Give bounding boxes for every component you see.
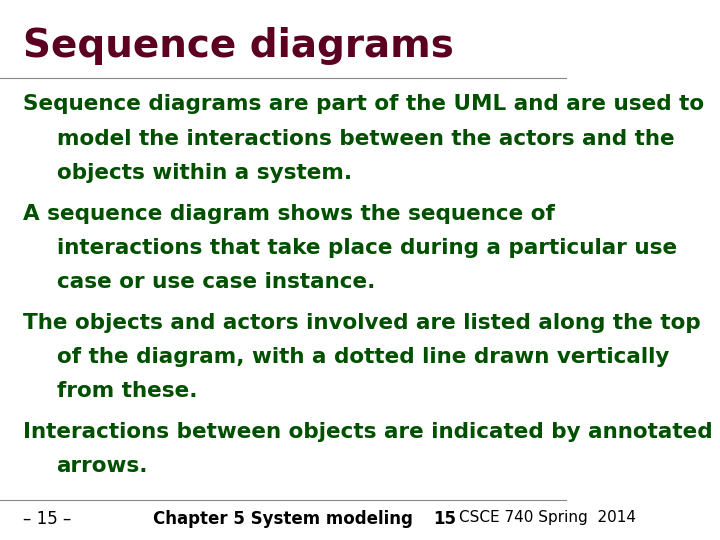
Text: Chapter 5 System modeling: Chapter 5 System modeling — [153, 510, 413, 528]
Text: case or use case instance.: case or use case instance. — [57, 272, 375, 292]
Text: The objects and actors involved are listed along the top: The objects and actors involved are list… — [22, 313, 701, 333]
Text: of the diagram, with a dotted line drawn vertically: of the diagram, with a dotted line drawn… — [57, 347, 669, 367]
Text: arrows.: arrows. — [57, 456, 148, 476]
Text: from these.: from these. — [57, 381, 197, 401]
Text: A sequence diagram shows the sequence of: A sequence diagram shows the sequence of — [22, 204, 554, 224]
Text: interactions that take place during a particular use: interactions that take place during a pa… — [57, 238, 677, 258]
Text: – 15 –: – 15 – — [22, 510, 71, 528]
Text: model the interactions between the actors and the: model the interactions between the actor… — [57, 129, 674, 148]
Text: Sequence diagrams are part of the UML and are used to: Sequence diagrams are part of the UML an… — [22, 94, 703, 114]
Text: 15: 15 — [433, 510, 456, 528]
Text: CSCE 740 Spring  2014: CSCE 740 Spring 2014 — [459, 510, 636, 525]
Text: Sequence diagrams: Sequence diagrams — [22, 27, 454, 65]
Text: Interactions between objects are indicated by annotated: Interactions between objects are indicat… — [22, 422, 712, 442]
Text: objects within a system.: objects within a system. — [57, 163, 352, 183]
